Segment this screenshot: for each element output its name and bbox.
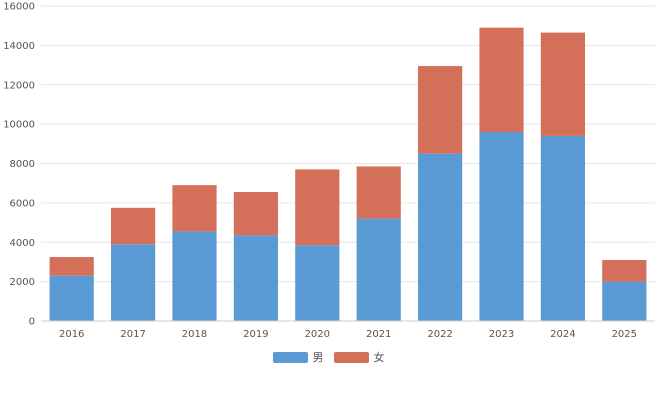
y-tick-label: 2000 [10,277,35,288]
bar-2023-series-1 [479,27,524,132]
y-tick-label: 14000 [3,41,35,52]
x-tick-label: 2023 [489,329,514,340]
bar-2016-series-0 [49,275,94,321]
legend-label-series-0: 男 [312,351,324,364]
y-tick-label: 10000 [3,120,35,131]
y-tick-label: 16000 [3,2,35,13]
bar-2018-series-0 [172,231,217,321]
bar-2020-series-0 [295,245,340,321]
legend: 男 女 [0,349,657,365]
bar-2021-series-0 [356,218,401,321]
x-tick-label: 2024 [550,329,575,340]
y-tick-label: 12000 [3,80,35,91]
x-tick-label: 2017 [120,329,145,340]
bar-2024-series-1 [540,32,586,136]
bar-2025-series-1 [602,259,647,282]
bar-2016-series-1 [49,257,94,276]
bar-2021-series-1 [356,166,401,219]
bar-2022-series-0 [417,153,463,321]
x-tick-label: 2018 [182,329,207,340]
x-tick-label: 2020 [305,329,330,340]
legend-label-series-1: 女 [373,351,385,364]
bar-2019-series-0 [233,235,279,321]
legend-swatch-series-0 [272,351,308,363]
x-tick-label: 2021 [366,329,391,340]
bar-2020-series-1 [295,169,340,246]
bars [49,27,647,321]
y-tick-label: 8000 [10,159,35,170]
legend-item-series-1[interactable]: 女 [333,349,385,365]
y-tick-label: 6000 [10,198,35,209]
y-tick-label: 4000 [10,238,35,249]
x-tick-label: 2022 [427,329,452,340]
bar-2017-series-1 [110,207,156,245]
legend-item-series-0[interactable]: 男 [272,349,324,365]
bar-2019-series-1 [233,192,279,236]
x-tick-label: 2016 [59,329,84,340]
bar-2025-series-0 [602,281,647,321]
axes: 0 2000 4000 6000 8000 10000 12000 14000 16000 201… [3,2,655,340]
x-tick-label: 2019 [243,329,268,340]
bar-2022-series-1 [417,66,463,154]
bar-2018-series-1 [172,185,217,232]
y-tick-label: 0 [29,317,35,328]
bar-2017-series-0 [110,244,156,321]
bar-2023-series-0 [479,132,524,321]
bar-2024-series-0 [540,135,586,321]
legend-swatch-series-1 [333,351,369,363]
x-tick-label: 2025 [612,329,637,340]
